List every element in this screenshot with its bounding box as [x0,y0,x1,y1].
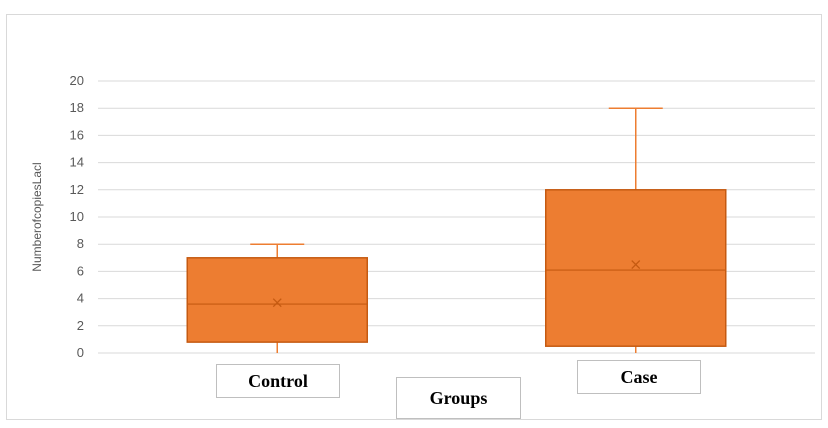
y-tick-label: 18 [70,100,84,115]
y-tick-label: 4 [77,291,84,306]
box-control [186,257,368,343]
box-plot: 0 2 4 6 8 10 12 14 16 18 20 NumberofcopiesLacl [30,73,815,360]
y-tick-label: 6 [77,263,84,278]
y-tick-label: 14 [70,155,84,170]
mean-marker-case [631,260,641,270]
y-tick-label: 0 [77,345,84,360]
y-axis-label: NumberofcopiesLacl [30,162,44,271]
y-tick-label: 2 [77,318,84,333]
box-case [545,189,727,347]
mean-marker-control [272,298,282,308]
category-label-case: Case [577,360,701,394]
y-tick-label: 20 [70,73,84,88]
y-tick-label: 16 [70,127,84,142]
y-tick-label: 10 [70,209,84,224]
x-axis-label: Groups [396,377,521,419]
category-label-control: Control [216,364,340,398]
y-tick-label: 8 [77,236,84,251]
chart-frame: 0 2 4 6 8 10 12 14 16 18 20 NumberofcopiesLacl Cont… [6,14,822,420]
y-tick-label: 12 [70,182,84,197]
